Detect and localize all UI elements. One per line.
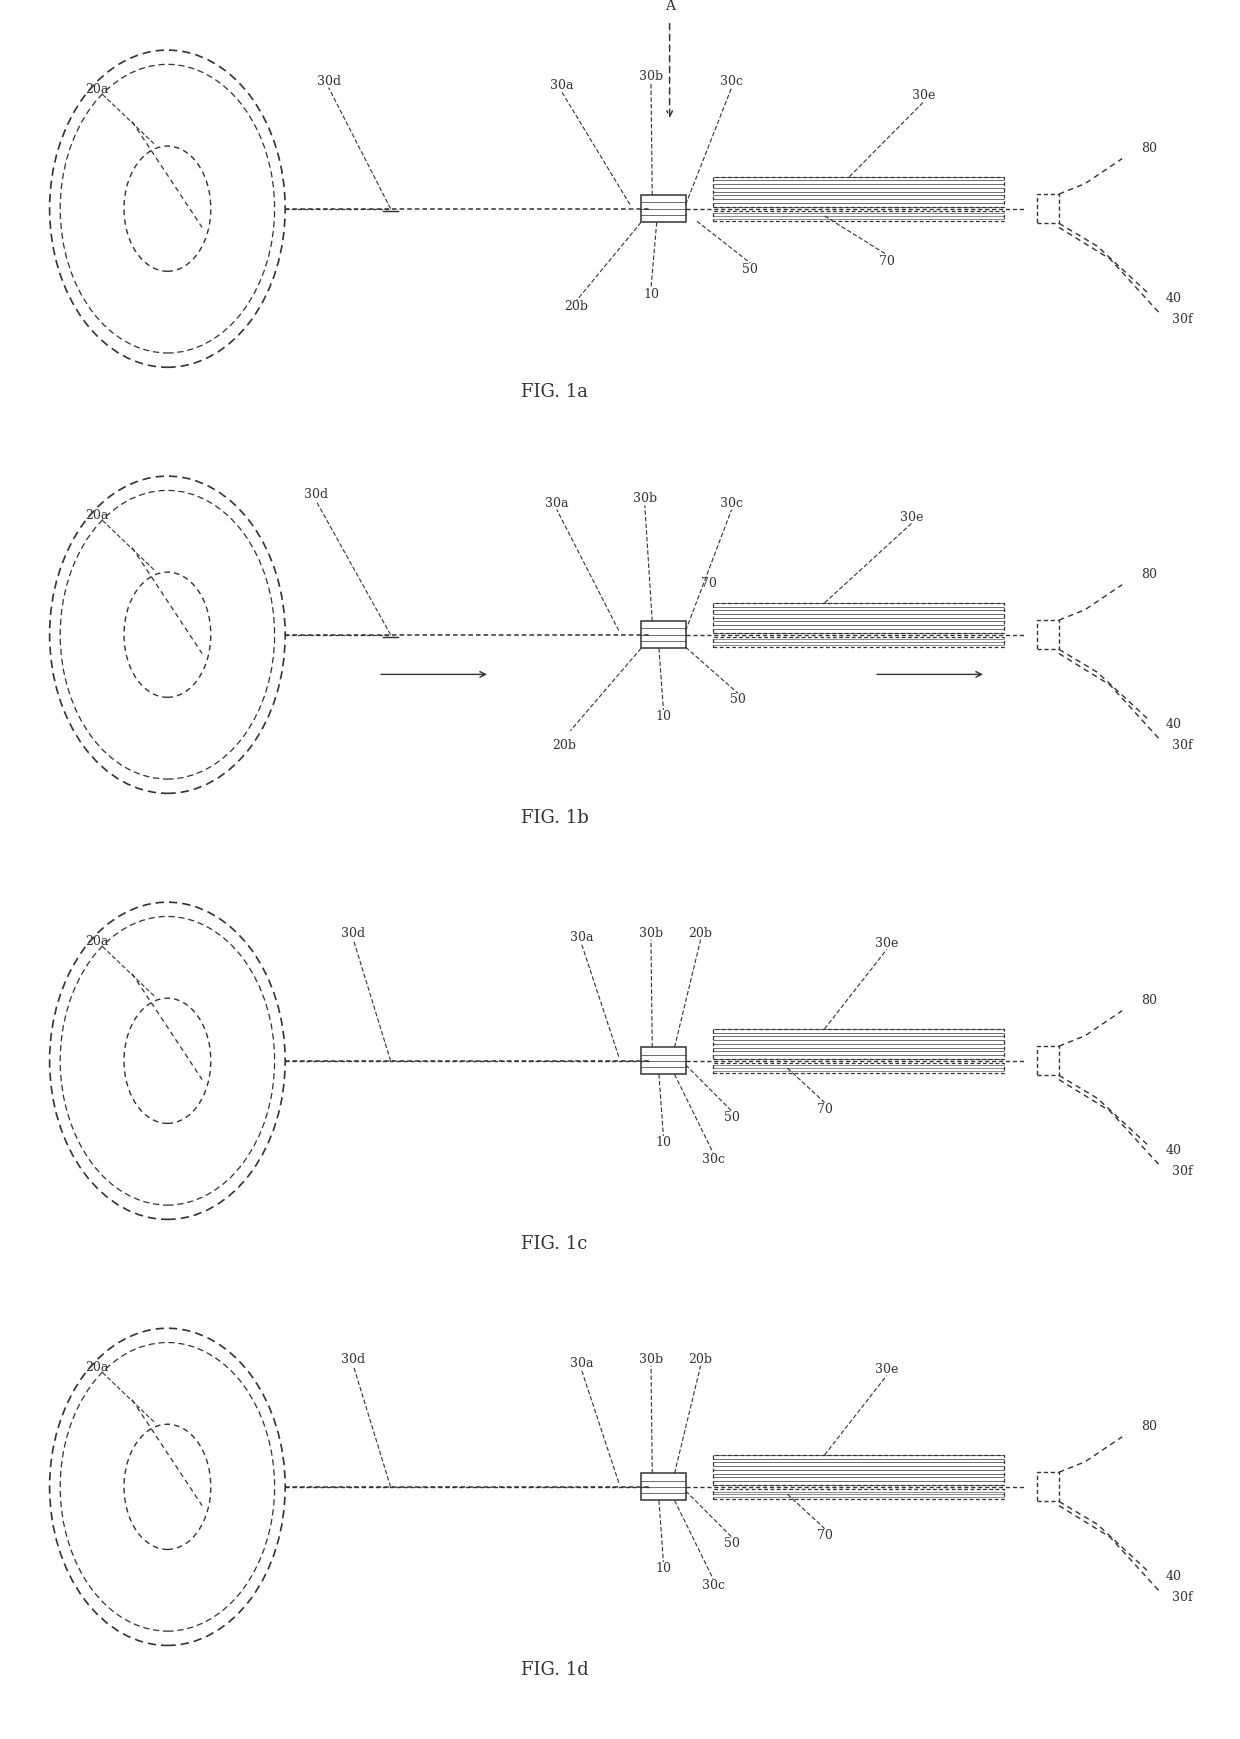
Text: 30d: 30d (341, 1353, 366, 1365)
Text: 40: 40 (1166, 718, 1182, 730)
Text: 30b: 30b (639, 71, 663, 83)
Text: 30f: 30f (1172, 313, 1193, 325)
Text: 30e: 30e (913, 89, 935, 101)
Text: 20b: 20b (552, 739, 577, 751)
Text: 30e: 30e (875, 1363, 898, 1376)
Bar (713, 1456, 1004, 1485)
Bar (713, 636, 1004, 647)
Text: 30e: 30e (875, 937, 898, 949)
Text: 20a: 20a (86, 83, 108, 96)
Text: 30d: 30d (304, 489, 329, 501)
Text: 20a: 20a (86, 1362, 108, 1374)
Text: 50: 50 (724, 1537, 739, 1549)
Text: 30f: 30f (1172, 1165, 1193, 1177)
Text: 80: 80 (1141, 1419, 1157, 1433)
Text: 50: 50 (724, 1111, 739, 1123)
Text: 30c: 30c (702, 1153, 724, 1165)
Bar (713, 1489, 1004, 1499)
Text: 20b: 20b (688, 927, 713, 939)
Text: 30d: 30d (316, 75, 341, 87)
Text: FIG. 1a: FIG. 1a (521, 383, 588, 400)
Text: 30a: 30a (546, 497, 568, 510)
Text: 20a: 20a (86, 510, 108, 522)
Bar (641, 621, 686, 649)
Text: 20a: 20a (86, 936, 108, 948)
Text: FIG. 1b: FIG. 1b (521, 809, 589, 826)
Text: 30c: 30c (702, 1579, 724, 1591)
Text: 80: 80 (1141, 993, 1157, 1007)
Text: 30a: 30a (570, 930, 593, 944)
Bar (641, 195, 686, 223)
Text: 10: 10 (656, 1136, 671, 1149)
Text: 30e: 30e (900, 511, 923, 523)
Text: 30a: 30a (551, 78, 573, 92)
Text: 70: 70 (701, 577, 717, 590)
Text: 80: 80 (1141, 141, 1157, 155)
Bar (713, 603, 1004, 633)
Text: 30c: 30c (720, 497, 743, 510)
Bar (713, 1029, 1004, 1059)
Text: 30b: 30b (639, 1353, 663, 1365)
Text: 30f: 30f (1172, 1591, 1193, 1603)
Bar (641, 1047, 686, 1075)
Bar (713, 1063, 1004, 1073)
Bar (1037, 1473, 1059, 1501)
Bar (1037, 195, 1059, 223)
Text: FIG. 1d: FIG. 1d (521, 1661, 589, 1678)
Text: 80: 80 (1141, 567, 1157, 581)
Text: 50: 50 (730, 694, 745, 706)
Bar (713, 177, 1004, 207)
Bar (1037, 1047, 1059, 1075)
Text: 30b: 30b (632, 492, 657, 506)
Text: 30d: 30d (341, 927, 366, 939)
Text: 30f: 30f (1172, 739, 1193, 751)
Text: 70: 70 (879, 254, 894, 268)
Text: 70: 70 (817, 1103, 832, 1115)
Text: 30c: 30c (720, 75, 743, 87)
Bar (713, 210, 1004, 221)
Text: A: A (665, 0, 675, 12)
Text: 40: 40 (1166, 292, 1182, 304)
Text: 30a: 30a (570, 1356, 593, 1370)
Text: 30b: 30b (639, 927, 663, 939)
Text: 50: 50 (743, 263, 758, 277)
Text: 20b: 20b (564, 301, 589, 313)
Text: 70: 70 (817, 1529, 832, 1541)
Text: FIG. 1c: FIG. 1c (521, 1235, 588, 1252)
Text: 20b: 20b (688, 1353, 713, 1365)
Text: 40: 40 (1166, 1570, 1182, 1582)
Text: 10: 10 (656, 1562, 671, 1576)
Bar (641, 1473, 686, 1501)
Text: 10: 10 (644, 289, 658, 301)
Text: 40: 40 (1166, 1144, 1182, 1156)
Text: 10: 10 (656, 710, 671, 723)
Bar (1037, 621, 1059, 649)
